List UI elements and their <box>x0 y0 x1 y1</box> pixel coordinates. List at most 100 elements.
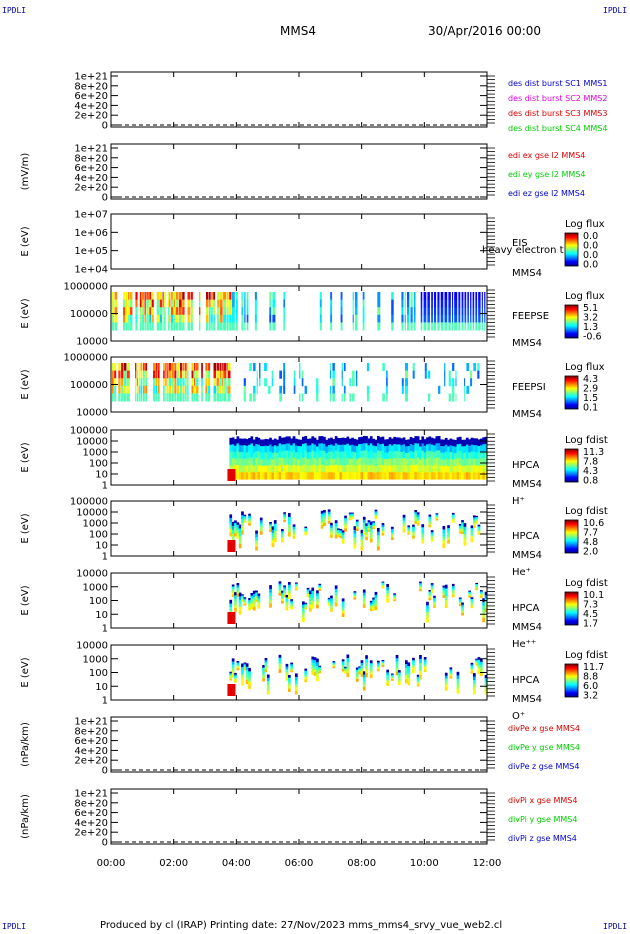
ytick-label-edi: 4e+20 <box>74 173 108 184</box>
ytick-label-des-dist: 2e+20 <box>74 111 108 122</box>
ytick-label-hpca-hepp: 1000 <box>83 582 108 593</box>
ytick-label-hpca-he: 1000 <box>83 519 108 530</box>
ylabel-feepsi: E (eV) <box>20 369 31 399</box>
ylabel-edi: (mV/m) <box>20 153 31 191</box>
colorbar-tick-feepsi: 2.9 <box>583 384 598 395</box>
ylabel-feepse: E (eV) <box>20 298 31 328</box>
legend-des-dist: des dist burst SC4 MMS4 <box>508 124 607 133</box>
ytick-label-hpca-o: 10 <box>95 682 108 693</box>
ytick-label-hpca-h: 10 <box>95 470 108 481</box>
instrument-label-feepse: FEEPSE <box>512 311 549 322</box>
ytick-label-divpe: 0 <box>102 766 108 777</box>
time-axis-label: 08:00 <box>347 858 376 869</box>
ytick-label-hpca-he: 100000 <box>70 497 108 508</box>
legend-edi: edi ex gse l2 MMS4 <box>508 151 585 160</box>
ytick-label-divpe: 1e+21 <box>74 717 108 728</box>
ytick-label-edi: 1e+21 <box>74 144 108 155</box>
colorbar-tick-eis: 0.0 <box>583 250 598 261</box>
colorbar-hpca-h <box>564 448 579 483</box>
colorbar-tick-hpca-he: 2.0 <box>583 547 598 558</box>
colorbar-tick-hpca-h: 4.3 <box>583 466 598 477</box>
colorbar-title-hpca-hepp: Log fdist <box>565 578 608 589</box>
panel-frame-des-dist <box>110 71 488 128</box>
ytick-label-divpi: 1e+21 <box>74 789 108 800</box>
ytick-label-divpi: 8e+20 <box>74 798 108 809</box>
colorbar-title-feepsi: Log flux <box>565 362 605 373</box>
instrument-label-hpca-hepp: MMS4 <box>512 622 542 633</box>
panel-frame-divpe <box>110 716 488 773</box>
instrument-label-feepse: MMS4 <box>512 338 542 349</box>
ytick-label-hpca-o: 100 <box>89 668 108 679</box>
corner-label-tr: IPDLI <box>603 6 628 15</box>
colorbar-tick-hpca-o: 8.8 <box>583 672 598 683</box>
colorbar-tick-hpca-he: 10.6 <box>583 518 604 529</box>
panel-frame-feepse <box>110 285 488 342</box>
ytick-label-divpe: 6e+20 <box>74 736 108 747</box>
colorbar-tick-hpca-hepp: 10.1 <box>583 590 604 601</box>
instrument-label-hpca-h: H⁺ <box>512 496 525 507</box>
colorbar-hpca-o <box>564 663 579 698</box>
ylabel-hpca-o: E (eV) <box>20 657 31 687</box>
ytick-label-edi: 8e+20 <box>74 153 108 164</box>
spectrogram-hpca-o <box>227 654 488 696</box>
colorbar-feepse <box>564 304 579 339</box>
instrument-label-eis: EIS <box>512 238 528 249</box>
ytick-label-hpca-h: 1 <box>102 481 108 492</box>
legend-des-dist: des dist burst SC1 MMS1 <box>508 79 607 88</box>
colorbar-tick-hpca-hepp: 4.5 <box>583 609 598 620</box>
panel-frame-hpca-o <box>110 644 488 701</box>
panel-frame-edi <box>110 143 488 200</box>
legend-divpe: divPe x gse MMS4 <box>508 724 580 733</box>
instrument-label-hpca-hepp: HPCA <box>512 603 540 614</box>
ytick-label-divpi: 0 <box>102 838 108 849</box>
corner-label-bl: IPDLI <box>2 922 27 931</box>
ytick-label-feepsi: 1000000 <box>63 353 108 364</box>
colorbar-tick-hpca-he: 4.8 <box>583 537 598 548</box>
ytick-label-divpi: 6e+20 <box>74 808 108 819</box>
ytick-label-hpca-h: 100000 <box>70 426 108 437</box>
instrument-label-hpca-o: O⁺ <box>512 711 525 722</box>
ytick-label-divpe: 2e+20 <box>74 756 108 767</box>
panel-feepse: 1000000 100000 10000 E (eV) FEEPSE MMS4 Log fl… <box>20 282 605 350</box>
panel-frame-eis <box>110 213 488 270</box>
panel-frame-hpca-hepp <box>110 572 488 629</box>
time-axis-label: 06:00 <box>285 858 314 869</box>
ytick-label-des-dist: 0 <box>102 121 108 132</box>
ytick-label-edi: 0 <box>102 193 108 204</box>
ytick-label-hpca-hepp: 1 <box>102 624 108 635</box>
colorbar-tick-feepsi: 1.5 <box>583 393 598 404</box>
colorbar-tick-hpca-h: 11.3 <box>583 447 604 458</box>
ytick-label-eis: 1e+04 <box>74 265 108 276</box>
colorbar-tick-feepsi: 4.3 <box>583 374 598 385</box>
colorbar-tick-hpca-o: 6.0 <box>583 681 598 692</box>
ytick-label-des-dist: 4e+20 <box>74 101 108 112</box>
legend-des-dist: des dist burst SC2 MMS2 <box>508 94 607 103</box>
colorbar-tick-hpca-h: 7.8 <box>583 457 598 468</box>
ytick-label-hpca-h: 10000 <box>76 437 108 448</box>
legend-divpi: divPi x gse MMS4 <box>508 796 577 805</box>
colorbar-title-hpca-o: Log fdist <box>565 650 608 661</box>
panel-frame-hpca-he <box>110 500 488 557</box>
ytick-label-hpca-he: 10 <box>95 541 108 552</box>
colorbar-tick-feepse: -0.6 <box>583 332 602 343</box>
ytick-label-des-dist: 8e+20 <box>74 81 108 92</box>
colorbar-hpca-he <box>564 519 579 554</box>
colorbar-tick-hpca-o: 11.7 <box>583 662 604 673</box>
panel-feepsi: 1000000 100000 10000 E (eV) FEEPSI MMS4 Log fl… <box>20 353 605 421</box>
instrument-label-eis: heavy electron t <box>482 245 564 256</box>
legend-divpi: divPi z gse MMS4 <box>508 834 577 843</box>
ytick-label-eis: 1e+05 <box>74 246 108 257</box>
colorbar-tick-feepse: 1.3 <box>583 322 598 333</box>
footer-credits: Produced by cl (IRAP) Printing date: 27/… <box>100 920 503 931</box>
ylabel-divpe: (nPa/km) <box>20 722 31 767</box>
ytick-label-des-dist: 1e+21 <box>74 72 108 83</box>
instrument-label-eis: MMS4 <box>512 268 542 279</box>
ylabel-divpi: (nPa/km) <box>20 794 31 839</box>
spectrogram-hpca-hepp <box>227 581 488 624</box>
ylabel-eis: E (eV) <box>20 226 31 256</box>
date-title: 30/Apr/2016 00:00 <box>428 24 542 38</box>
